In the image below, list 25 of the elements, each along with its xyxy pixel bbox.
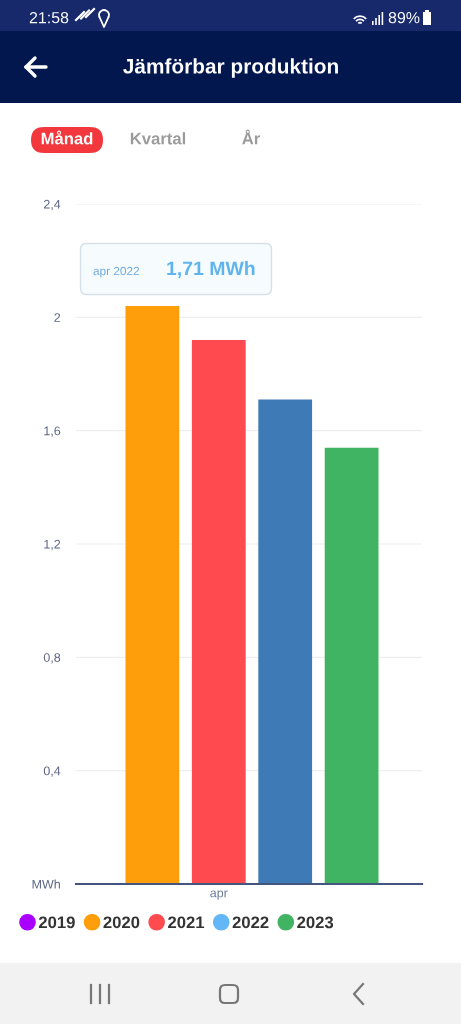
annotation: apr 2022 (93, 266, 140, 278)
y-tick-label: 1,6 (44, 426, 61, 437)
x-tick-label: apr (210, 890, 228, 900)
annotation: 1,71 MWh (167, 260, 255, 279)
y-tick-label: 2 (54, 313, 61, 322)
legend-label: 2020 (103, 916, 140, 929)
bar (258, 399, 313, 884)
y-tick-label: MWh (32, 879, 60, 889)
legend-label: 2023 (297, 916, 334, 929)
legend-label: 2021 (168, 916, 205, 929)
text: 21:58 (29, 11, 69, 24)
bar (324, 447, 379, 884)
y-tick-label: 0,4 (43, 766, 61, 777)
y-tick-label: 1,2 (44, 539, 61, 551)
legend-label: 2019 (38, 916, 75, 929)
y-tick-label: 2,4 (43, 199, 61, 211)
text: 89% (388, 11, 420, 24)
chart-title: Jämförbar produktion (123, 58, 338, 78)
series-label: 2022 (232, 916, 269, 929)
text: Kvartal (130, 132, 186, 145)
text: Månad (41, 130, 93, 145)
bar (125, 306, 180, 884)
bar (191, 340, 246, 884)
y-tick-label: 0,8 (43, 653, 61, 664)
text: År (242, 129, 261, 145)
